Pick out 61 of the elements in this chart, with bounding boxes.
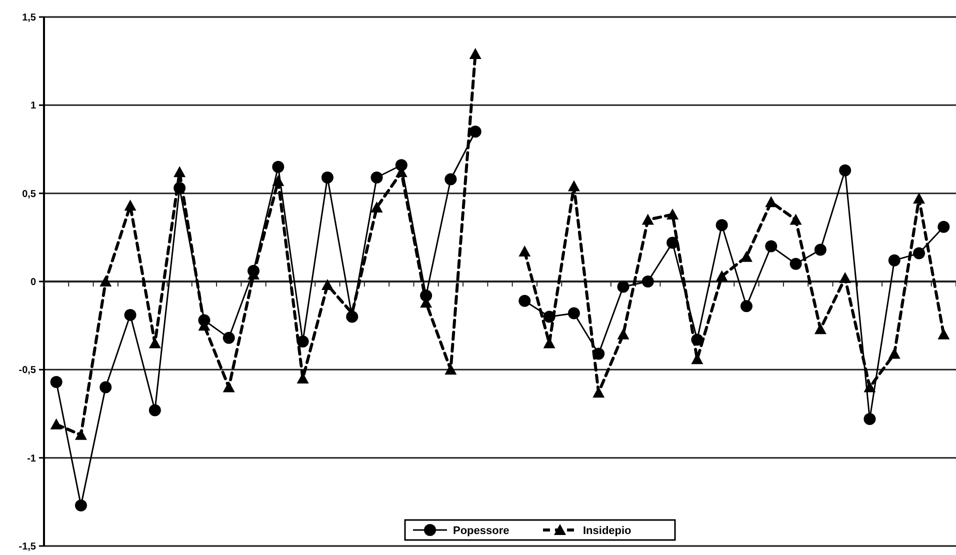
- point: [642, 276, 654, 288]
- point: [74, 428, 87, 440]
- point: [370, 201, 383, 212]
- point: [716, 219, 728, 232]
- point: [469, 126, 482, 138]
- point: [518, 246, 531, 257]
- point: [321, 279, 334, 290]
- point: [617, 280, 630, 293]
- point: [321, 171, 334, 184]
- y-tick-label: 0,5: [22, 188, 36, 200]
- point: [148, 337, 161, 348]
- point: [938, 328, 950, 340]
- point: [272, 174, 284, 186]
- point: [864, 413, 876, 426]
- point: [765, 240, 778, 252]
- point: [913, 192, 926, 204]
- point: [370, 171, 383, 184]
- point: [124, 309, 136, 322]
- point: [444, 173, 457, 186]
- point: [592, 386, 605, 398]
- point: [716, 270, 728, 282]
- point: [444, 364, 457, 375]
- point: [50, 418, 62, 430]
- point: [666, 208, 679, 220]
- y-tick-label: -1,5: [18, 542, 36, 552]
- point: [174, 166, 186, 178]
- point: [50, 376, 62, 388]
- point: [790, 258, 802, 270]
- point: [222, 381, 235, 392]
- y-tick-label: 0: [30, 277, 36, 288]
- point: [790, 214, 802, 225]
- point: [839, 164, 852, 176]
- point: [740, 300, 752, 312]
- y-tick-label: 1,5: [22, 12, 36, 24]
- point: [100, 276, 112, 286]
- point: [272, 160, 284, 173]
- point: [518, 294, 531, 307]
- legend-label: Insidepio: [583, 524, 632, 537]
- point: [888, 254, 900, 266]
- point: [617, 328, 630, 340]
- point: [814, 323, 826, 334]
- point: [765, 196, 778, 208]
- point: [839, 272, 852, 283]
- point: [100, 381, 112, 394]
- point: [938, 220, 950, 233]
- point: [568, 180, 580, 192]
- y-tick-label: 1: [30, 100, 36, 112]
- point: [469, 48, 482, 60]
- point: [568, 307, 580, 320]
- point: [222, 332, 235, 344]
- point: [888, 348, 900, 359]
- y-tick-label: -0,5: [18, 365, 36, 376]
- point: [74, 499, 87, 512]
- point: [124, 200, 136, 211]
- y-tick-label: -1: [27, 453, 36, 464]
- point: [864, 381, 876, 392]
- point: [148, 404, 161, 416]
- point: [814, 244, 826, 256]
- legend-label: Popessore: [453, 524, 510, 537]
- point: [913, 247, 926, 260]
- point: [642, 214, 654, 225]
